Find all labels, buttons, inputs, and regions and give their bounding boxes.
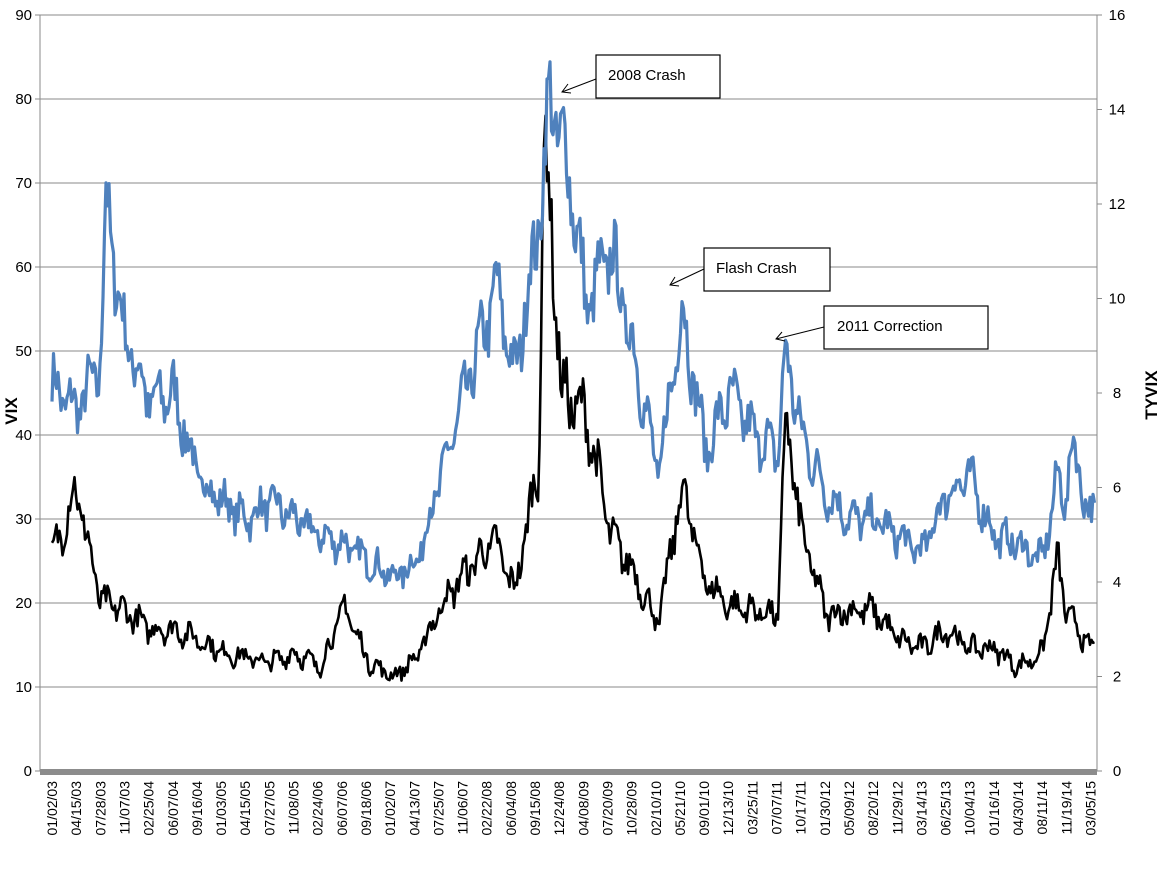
left-axis-title: VIX [2,397,21,425]
x-axis-bar [40,769,1097,775]
left-tick-label: 10 [15,679,32,696]
x-tick-label: 03/05/15 [1082,781,1098,836]
x-tick-label: 02/25/04 [141,781,157,836]
x-tick-label: 09/01/10 [696,781,712,836]
left-axis-ticks: 0 10 20 30 40 50 60 70 80 90 [15,7,41,780]
left-tick-label: 30 [15,511,32,528]
gridlines [40,14,1097,688]
x-tick-label: 05/09/12 [841,781,857,836]
x-tick-label: 08/20/12 [865,781,881,836]
x-tick-label: 07/07/11 [769,781,785,835]
annotation-2011-correction: 2011 Correction [775,305,989,350]
right-tick-label: 2 [1113,669,1121,686]
annotation-box [703,247,831,292]
x-tick-label: 03/25/11 [744,781,760,835]
annotation-box [595,54,721,99]
annotation-arrowhead [669,276,680,287]
x-tick-label: 06/04/08 [503,781,519,836]
annotation-arrow [669,268,705,286]
x-tick-label: 01/03/05 [213,781,229,836]
x-tick-label: 10/17/11 [793,781,809,835]
series-line-vix [50,60,1097,590]
x-tick-label: 02/22/08 [479,781,495,836]
annotation-arrow [775,326,825,340]
annotation-label: 2008 Crash [608,67,686,84]
x-tick-label: 01/02/07 [382,781,398,836]
x-tick-label: 12/13/10 [720,781,736,836]
x-tick-label: 11/07/03 [116,781,132,835]
x-tick-label: 07/20/09 [599,781,615,836]
x-tick-label: 01/02/03 [44,781,60,836]
x-tick-label: 01/16/14 [986,781,1002,836]
annotation-flash-crash: Flash Crash [669,247,831,292]
x-tick-label: 09/15/08 [527,781,543,836]
right-tick-label: 16 [1109,7,1126,24]
annotation-2008-crash: 2008 Crash [561,54,721,99]
right-axis-title: TYVIX [1142,370,1161,420]
x-tick-label: 10/04/13 [962,781,978,836]
x-tick-label: 10/28/09 [624,781,640,836]
x-tick-label: 02/24/06 [310,781,326,836]
left-tick-label: 60 [15,259,32,276]
left-tick-label: 70 [15,175,32,192]
right-tick-label: 8 [1113,385,1121,402]
x-axis-ticks: 01/02/03 04/15/03 07/28/03 11/07/03 02/25/04… [44,781,1098,836]
annotation-label: 2011 Correction [837,318,943,335]
right-tick-label: 12 [1109,196,1126,213]
right-tick-label: 14 [1109,102,1126,119]
x-tick-label: 09/18/06 [358,781,374,836]
x-tick-label: 04/30/14 [1010,781,1026,836]
x-tick-label: 08/11/14 [1034,781,1050,835]
x-tick-label: 11/06/07 [455,781,471,835]
x-tick-label: 04/15/03 [68,781,84,836]
right-tick-label: 4 [1113,574,1121,591]
x-tick-label: 07/28/03 [92,781,108,836]
left-tick-label: 50 [15,343,32,360]
left-tick-label: 80 [15,91,32,108]
right-tick-label: 10 [1109,291,1126,308]
annotation-arrowhead [561,83,572,94]
x-tick-label: 11/29/12 [889,781,905,835]
left-tick-label: 90 [15,7,32,24]
annotation-label: Flash Crash [716,260,797,277]
annotation-arrowhead [775,331,786,342]
annotation-box [823,305,989,350]
right-tick-label: 6 [1113,480,1121,497]
x-tick-label: 11/08/05 [286,781,302,835]
x-tick-label: 11/19/14 [1058,781,1074,835]
x-tick-label: 04/13/07 [406,781,422,836]
left-tick-label: 40 [15,427,32,444]
x-tick-label: 06/25/13 [938,781,954,836]
series-line-tyvix [50,114,1095,682]
annotation-arrow [561,78,597,93]
x-tick-label: 07/27/05 [261,781,277,836]
right-axis-ticks: 0 2 4 6 8 10 12 14 16 [1096,7,1126,780]
x-tick-label: 06/07/04 [165,781,181,836]
x-tick-label: 03/14/13 [913,781,929,836]
left-tick-label: 0 [24,763,32,780]
x-tick-label: 01/30/12 [817,781,833,836]
x-tick-label: 04/15/05 [237,781,253,836]
x-tick-label: 02/10/10 [648,781,664,836]
x-tick-label: 04/08/09 [575,781,591,836]
x-tick-label: 06/07/06 [334,781,350,836]
left-tick-label: 20 [15,595,32,612]
x-tick-label: 12/24/08 [551,781,567,836]
right-tick-label: 0 [1113,763,1121,780]
x-tick-label: 05/21/10 [672,781,688,836]
x-tick-label: 09/16/04 [189,781,205,836]
x-tick-label: 07/25/07 [430,781,446,836]
